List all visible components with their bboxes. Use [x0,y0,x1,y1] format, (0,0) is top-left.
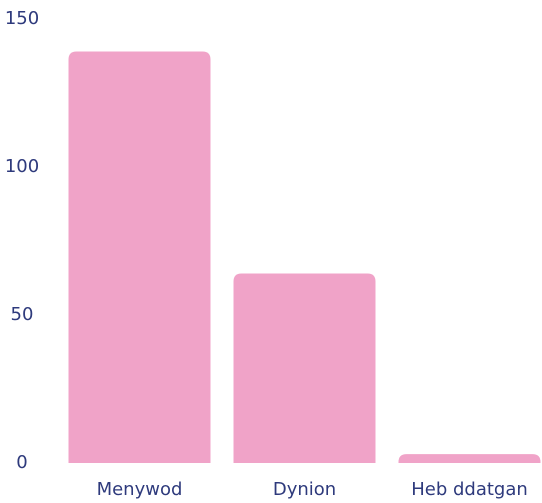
y-tick-label: 150 [5,8,39,29]
x-tick-label: Heb ddatgan [411,479,528,500]
x-tick-label: Menywod [97,479,183,500]
y-tick-label: 100 [5,156,39,177]
x-tick-label: Dynion [273,479,336,500]
bar [233,273,376,463]
bar [68,51,211,464]
y-tick-label: 50 [11,304,34,325]
bar [398,454,541,463]
y-tick-label: 0 [16,452,27,473]
